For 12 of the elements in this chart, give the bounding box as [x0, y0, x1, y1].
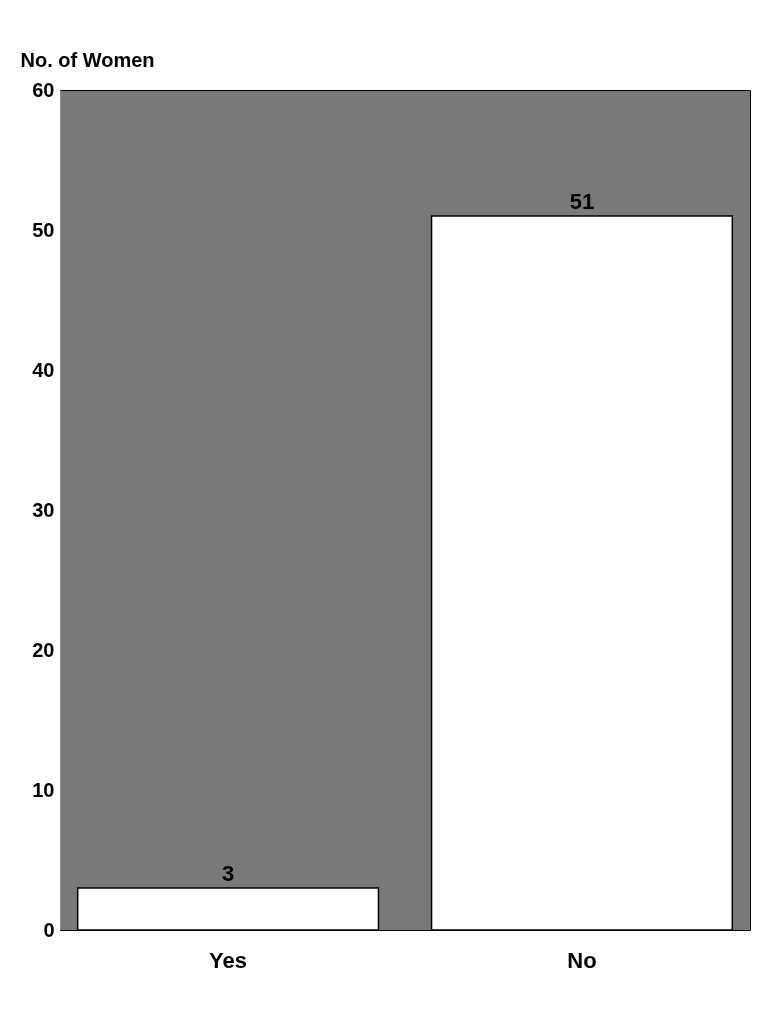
data-label: 51	[569, 189, 595, 214]
y-axis-title: No. of Women	[20, 48, 155, 71]
x-tick-label: No	[567, 947, 597, 973]
data-label: 3	[221, 861, 235, 886]
y-tick-label: 0	[43, 918, 55, 941]
y-tick-label: 20	[32, 638, 55, 661]
y-tick-label: 30	[32, 498, 55, 521]
y-tick-label: 60	[32, 78, 55, 101]
y-tick-label: 10	[32, 778, 55, 801]
x-tick-label: Yes	[209, 947, 248, 973]
y-tick-label: 50	[32, 218, 55, 241]
y-tick-label: 40	[32, 358, 55, 381]
